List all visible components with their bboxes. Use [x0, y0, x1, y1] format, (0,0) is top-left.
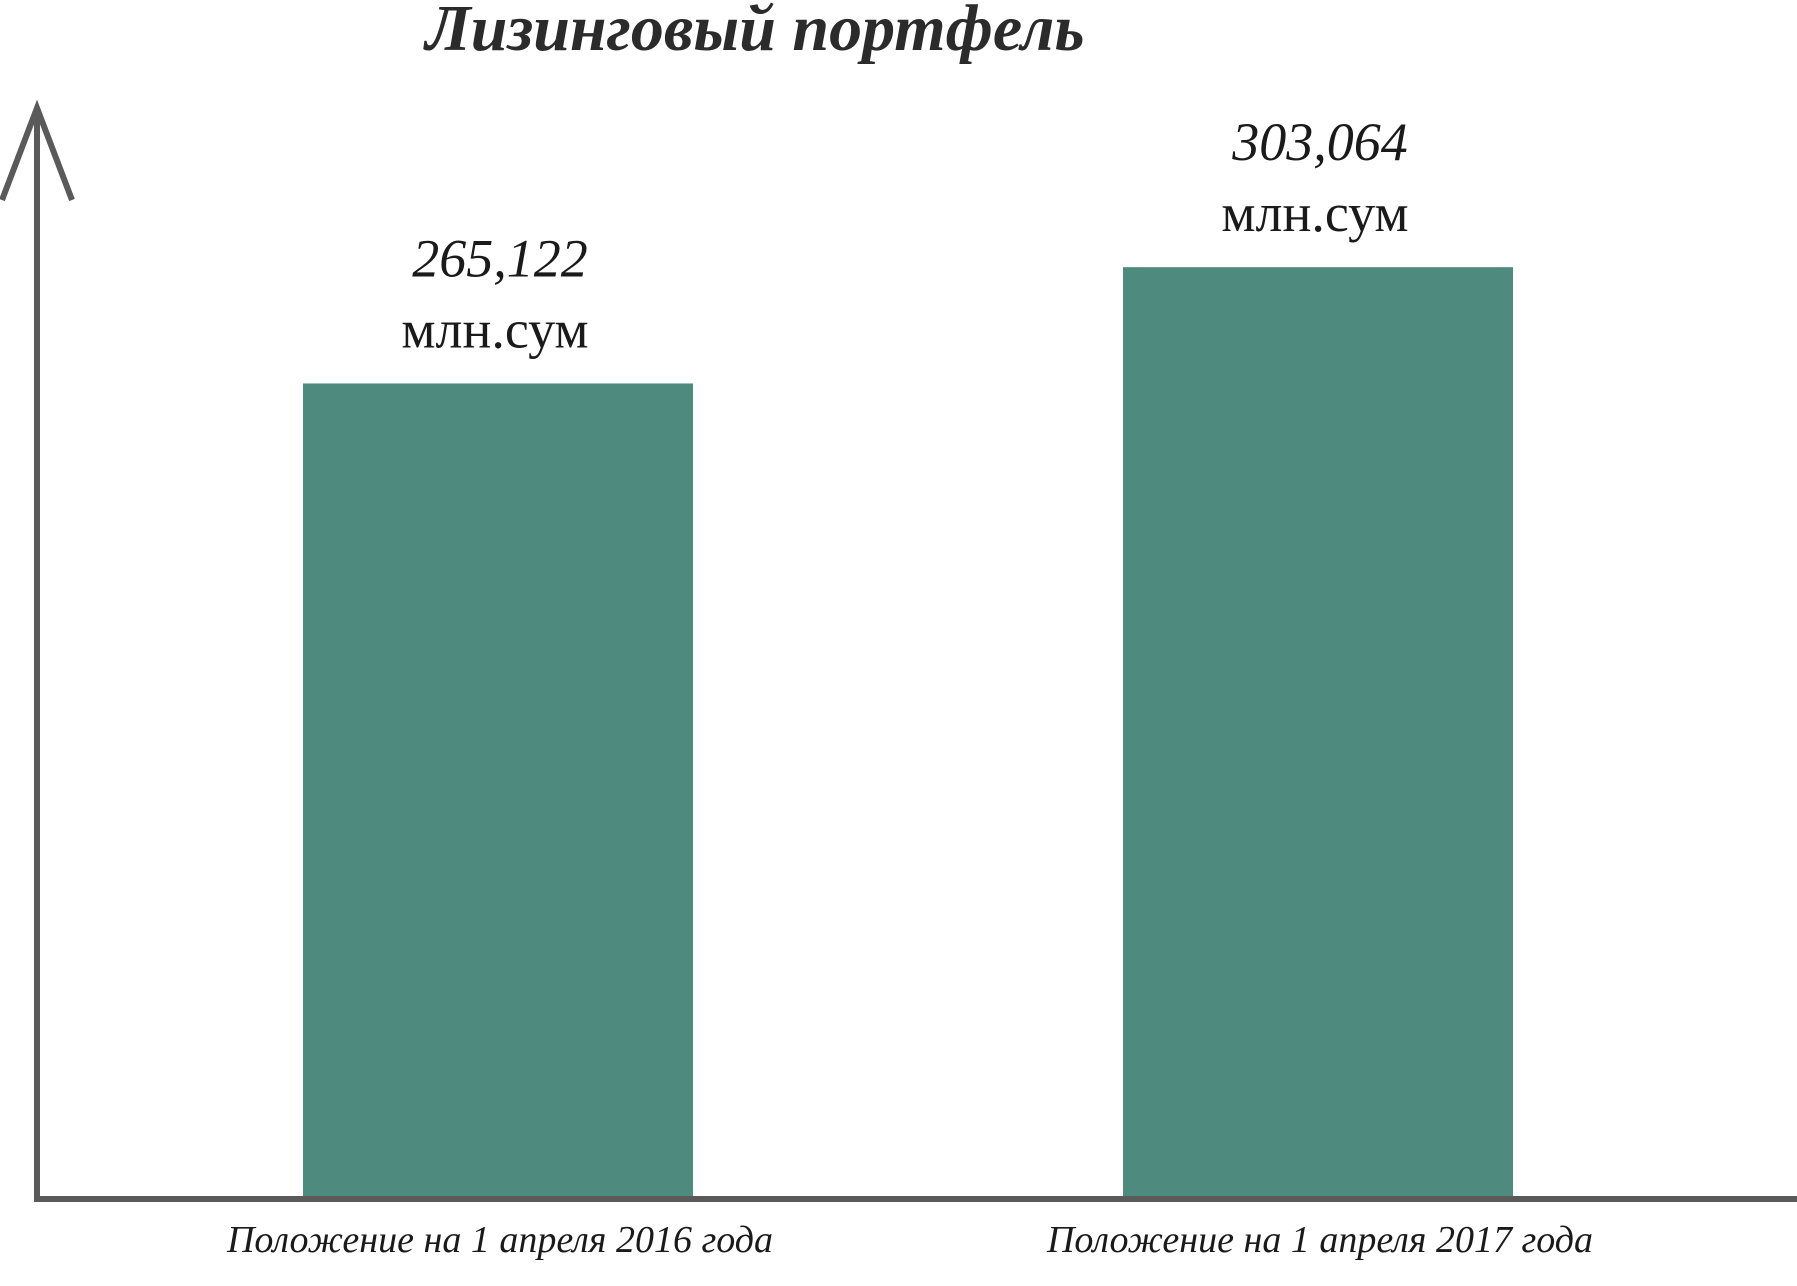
bar-unit-label-2: млн.сум — [1221, 183, 1408, 243]
bar-value-label-2: 303,064 — [1231, 112, 1408, 172]
chart-axes — [0, 99, 1797, 1202]
bar-1 — [303, 383, 693, 1196]
bars-group — [303, 267, 1513, 1197]
bar-unit-label-1: млн.сум — [401, 299, 588, 359]
labels-group: 265,122 млн.сум Положение на 1 апреля 2016… — [226, 112, 1593, 1261]
y-axis-arrow-icon — [0, 99, 75, 202]
bar-value-label-1: 265,122 — [412, 228, 588, 288]
bar-2 — [1123, 267, 1513, 1197]
category-label-1: Положение на 1 апреля 2016 года — [226, 1219, 773, 1261]
chart-title: Лизинговый портфель — [422, 0, 1084, 65]
category-label-2: Положение на 1 апреля 2017 года — [1046, 1219, 1593, 1261]
